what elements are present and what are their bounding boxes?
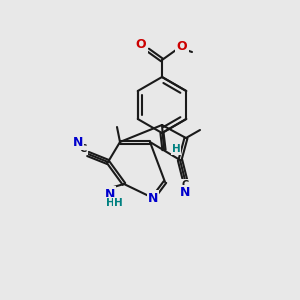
Text: C: C [80, 144, 87, 154]
Text: C: C [182, 180, 189, 190]
Text: H: H [106, 198, 114, 208]
Text: O: O [177, 40, 187, 52]
Text: O: O [136, 38, 146, 52]
Text: H: H [172, 144, 180, 154]
Text: H: H [114, 198, 122, 208]
Text: N: N [73, 136, 83, 148]
Text: N: N [180, 187, 190, 200]
Text: N: N [105, 188, 115, 200]
Text: N: N [148, 191, 158, 205]
